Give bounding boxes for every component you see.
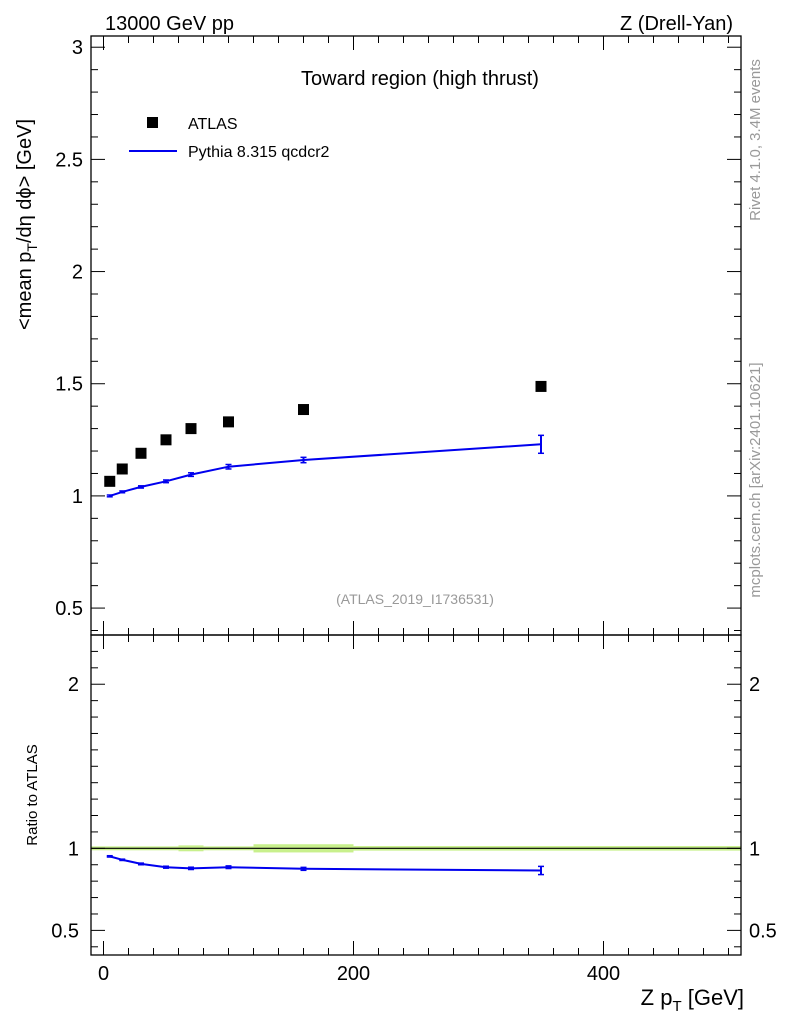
xtick-labels: 0 200 400 xyxy=(98,963,620,985)
header-right: Z (Drell-Yan) xyxy=(620,13,733,35)
atlas-point xyxy=(135,447,147,459)
xtick-label: 400 xyxy=(587,963,620,985)
mcplots-label: mcplots.cern.ch [arXiv:2401.10621] xyxy=(747,362,764,597)
legend-marker-atlas xyxy=(147,117,158,128)
atlas-point xyxy=(116,463,128,475)
main-panel: Toward region (high thrust) (ATLAS_2019_… xyxy=(14,35,742,636)
main-axis-ticks xyxy=(91,36,741,635)
ratio-ylabel: Ratio to ATLAS xyxy=(24,744,41,845)
main-ytick-label: 1 xyxy=(72,486,83,508)
ratio-mc-line xyxy=(109,855,542,872)
ratio-ytick-labels: 0.5 0.5 1 1 2 2 xyxy=(51,674,777,942)
ratio-ytick-label-right: 2 xyxy=(749,674,760,696)
main-plot-marks xyxy=(104,380,547,498)
atlas-point xyxy=(185,423,197,435)
ratio-ytick-label: 1 xyxy=(68,838,79,860)
atlas-point xyxy=(223,416,234,428)
main-ytick-label: 1.5 xyxy=(55,374,83,396)
ratio-ytick-label-right: 0.5 xyxy=(749,920,777,942)
ratio-ytick-label: 0.5 xyxy=(51,920,79,942)
legend: ATLAS Pythia 8.315 qcdcr2 xyxy=(129,116,330,161)
main-ytick-labels: 0.5 1 1.5 2 2.5 3 xyxy=(55,37,83,620)
xtick-label: 200 xyxy=(337,963,370,985)
main-ytick-label: 3 xyxy=(72,37,83,59)
mc-line xyxy=(109,443,542,497)
main-ylabel: <mean pT/dη dϕ> [GeV] xyxy=(14,119,40,330)
ratio-panel: Ratio to ATLAS 0.5 0.5 1 1 2 2 0 200 400 Z pT [… xyxy=(24,634,777,1015)
analysis-id: (ATLAS_2019_I1736531) xyxy=(336,591,494,607)
ratio-ytick-label: 2 xyxy=(68,674,79,696)
main-ytick-label: 0.5 xyxy=(55,598,83,620)
xtick-label: 0 xyxy=(98,963,109,985)
rivet-label: Rivet 4.1.0, 3.4M events xyxy=(747,59,764,221)
atlas-point xyxy=(104,475,116,487)
x-axis-label: Z pT [GeV] xyxy=(641,985,744,1015)
atlas-point xyxy=(298,404,309,416)
main-ytick-label: 2.5 xyxy=(55,149,83,171)
ratio-ytick-label-right: 1 xyxy=(749,838,760,860)
atlas-point xyxy=(160,434,172,446)
legend-label-pythia: Pythia 8.315 qcdcr2 xyxy=(188,144,330,161)
plot-title: Toward region (high thrust) xyxy=(301,68,539,90)
ratio-plot-marks xyxy=(106,854,544,876)
main-ytick-label: 2 xyxy=(72,262,83,284)
ratio-frame xyxy=(90,634,742,956)
atlas-point xyxy=(535,380,547,392)
header-left: 13000 GeV pp xyxy=(105,13,234,35)
legend-label-atlas: ATLAS xyxy=(188,116,238,133)
ratio-axis-ticks xyxy=(91,635,741,955)
